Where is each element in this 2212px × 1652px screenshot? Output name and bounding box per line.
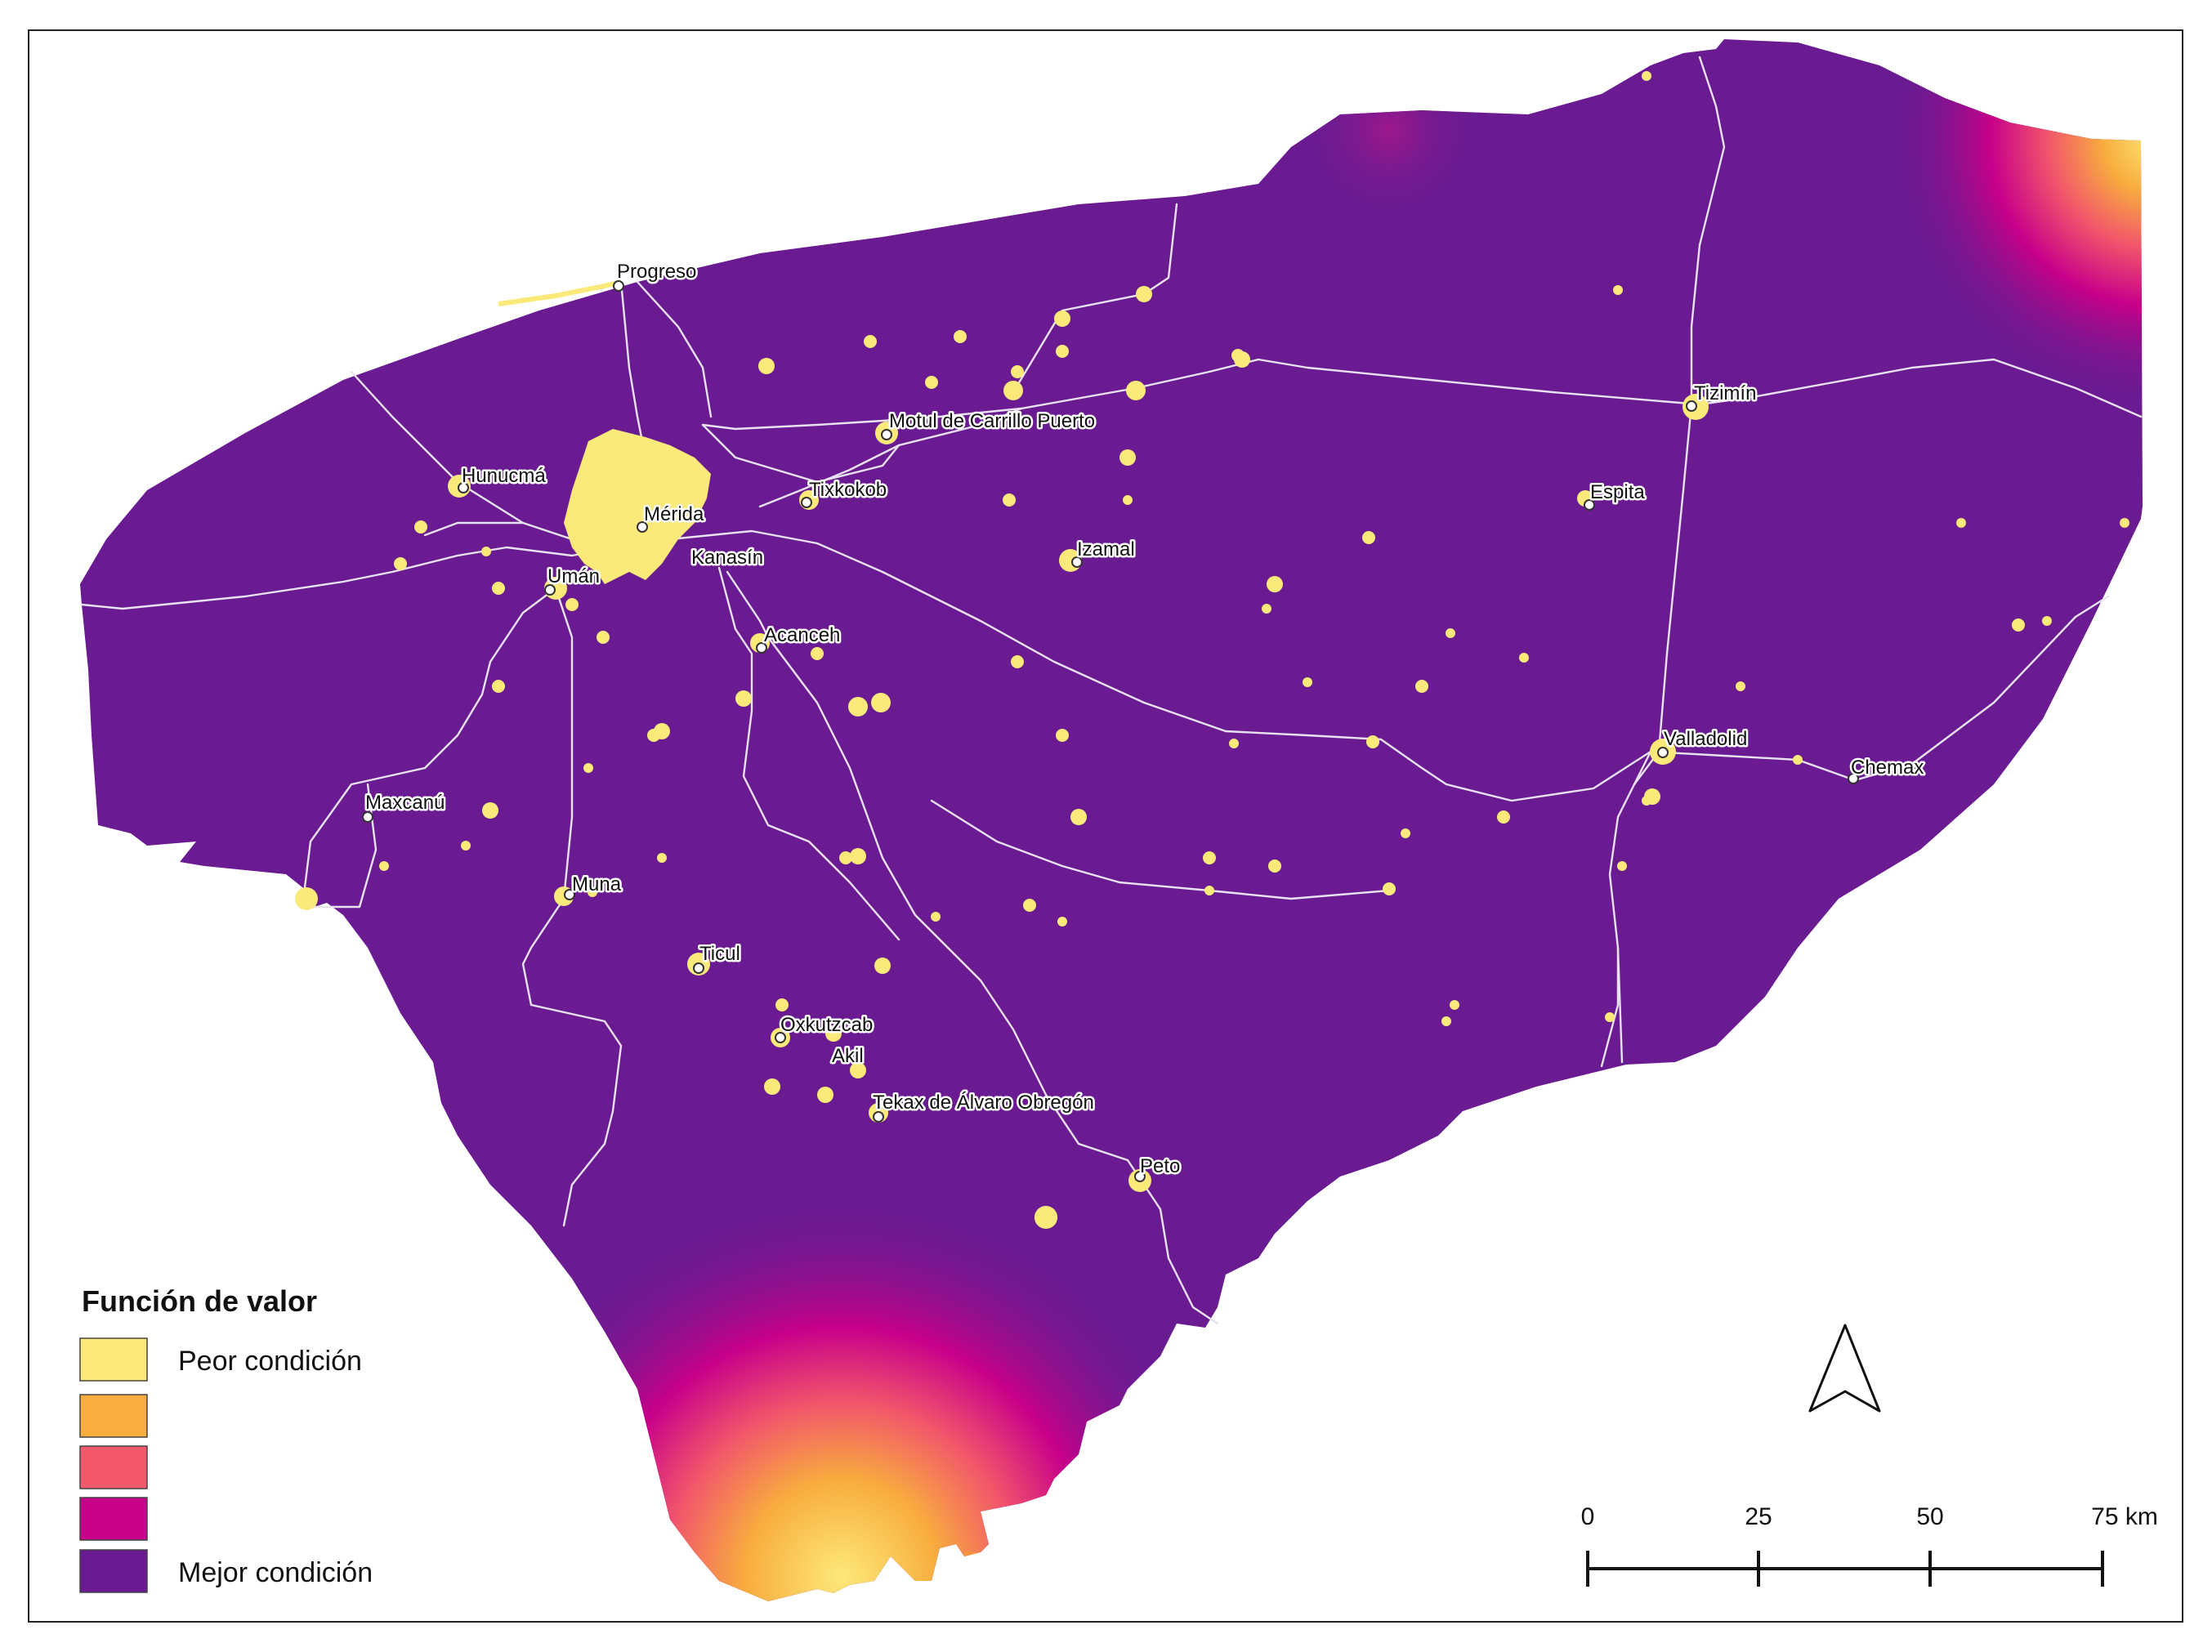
legend-swatch-2 xyxy=(79,1394,148,1438)
city-layer: Progreso Hunucmá Mérida Kanasín Umán Tix… xyxy=(362,259,1926,1182)
svg-text:Tekax de Álvaro Obregón: Tekax de Álvaro Obregón xyxy=(873,1092,1094,1114)
svg-text:Maxcanú: Maxcanú xyxy=(365,792,445,814)
svg-text:Espita: Espita xyxy=(1590,481,1645,503)
svg-text:Kanasín: Kanasín xyxy=(691,547,763,569)
city-uman: Umán xyxy=(544,564,602,596)
svg-text:Motul de Carrillo Puerto: Motul de Carrillo Puerto xyxy=(889,410,1095,432)
svg-text:Acanceh: Acanceh xyxy=(764,624,840,646)
city-espita: Espita xyxy=(1584,480,1647,511)
merida-urban-area xyxy=(564,429,711,584)
svg-text:Tizimín: Tizimín xyxy=(1694,382,1756,404)
svg-text:Umán: Umán xyxy=(547,565,600,587)
legend-swatch-4 xyxy=(79,1497,148,1541)
svg-text:Ticul: Ticul xyxy=(699,943,740,965)
legend-label-1: Peor condición xyxy=(178,1346,362,1377)
legend-title: Función de valor xyxy=(82,1284,317,1318)
city-hunucma: Hunucmá xyxy=(458,463,548,493)
city-tizimin: Tizimín xyxy=(1686,381,1758,412)
legend-swatch-5 xyxy=(79,1549,148,1593)
svg-text:Oxkutzcab: Oxkutzcab xyxy=(780,1014,873,1036)
city-akil: Akil xyxy=(830,1043,866,1069)
city-kanasin: Kanasín xyxy=(690,545,766,571)
scale-tick-75: 75 km xyxy=(2091,1503,2158,1530)
city-tekax: Tekax de Álvaro Obregón xyxy=(871,1090,1096,1123)
svg-text:Peto: Peto xyxy=(1140,1155,1180,1177)
city-acanceh: Acanceh xyxy=(756,623,842,654)
svg-text:Mérida: Mérida xyxy=(644,503,704,525)
scale-tick-25: 25 xyxy=(1745,1503,1772,1530)
city-progreso: Progreso xyxy=(613,259,699,292)
svg-text:Akil: Akil xyxy=(832,1045,864,1067)
svg-text:Hunucmá: Hunucmá xyxy=(462,465,546,487)
scale-tick-50: 50 xyxy=(1916,1503,1943,1530)
svg-text:Muna: Muna xyxy=(572,873,622,895)
city-muna: Muna xyxy=(564,872,623,900)
city-chemax: Chemax xyxy=(1848,755,1926,784)
city-ticul: Ticul xyxy=(693,941,742,974)
city-valladolid: Valladolid xyxy=(1657,726,1749,758)
city-oxkutzcab: Oxkutzcab xyxy=(775,1012,875,1043)
svg-text:Chemax: Chemax xyxy=(1851,757,1924,779)
legend: Función de valor Peor condición Mejor co… xyxy=(79,1284,373,1593)
svg-text:Tixkokob: Tixkokob xyxy=(809,479,887,501)
city-motul: Motul de Carrillo Puerto xyxy=(881,409,1097,440)
city-tixkokob: Tixkokob xyxy=(801,477,889,508)
svg-text:Valladolid: Valladolid xyxy=(1664,728,1747,750)
city-izamal: Izamal xyxy=(1071,537,1137,568)
scale-bar: 0 25 50 75 km xyxy=(1581,1503,2158,1587)
scale-tick-0: 0 xyxy=(1581,1503,1595,1530)
svg-text:Izamal: Izamal xyxy=(1077,538,1135,560)
north-arrow-icon xyxy=(1808,1324,1881,1413)
city-maxcanu: Maxcanú xyxy=(362,790,447,823)
coast-strip xyxy=(498,279,622,306)
city-merida: Mérida xyxy=(637,502,707,533)
legend-swatch-1 xyxy=(79,1337,148,1382)
legend-swatch-3 xyxy=(79,1445,148,1489)
legend-label-5: Mejor condición xyxy=(178,1557,373,1588)
city-peto: Peto xyxy=(1134,1154,1182,1182)
svg-text:Progreso: Progreso xyxy=(617,261,696,283)
road-network xyxy=(80,56,2143,1325)
